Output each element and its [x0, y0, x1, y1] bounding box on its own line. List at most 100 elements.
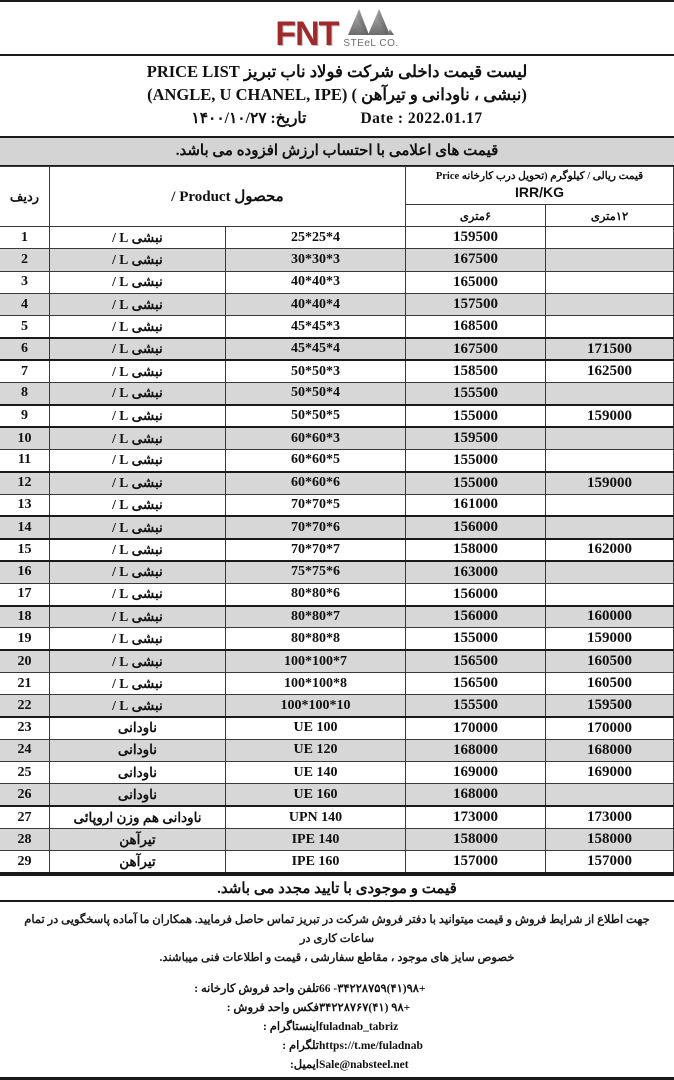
- cell-row-index: 7: [0, 359, 50, 384]
- cell-price-12m: 171500: [545, 336, 674, 362]
- contact-row: https://t.me/fuladnab تلگرام :: [187, 1038, 487, 1052]
- cell-row-index: 29: [0, 850, 50, 875]
- cell-row-index: 24: [0, 738, 50, 763]
- contact-value[interactable]: fuladnab_tabriz: [319, 1021, 399, 1034]
- header-sub-12m: ۱۲متری: [545, 204, 674, 227]
- cell-price-12m: [545, 248, 674, 272]
- cell-price-6m: 170000: [404, 716, 547, 740]
- date-en-label: Date :: [360, 110, 404, 127]
- cell-price-6m: 155500: [404, 382, 547, 406]
- cell-price-6m: 156000: [404, 604, 547, 629]
- cell-product-fa: تیرآهن: [119, 853, 156, 869]
- cell-price-6m: 159500: [404, 225, 547, 250]
- header-price-group: قیمت ریالی / کیلوگرم (تحویل درب کارخانه …: [404, 166, 674, 205]
- cell-product-en: / L: [112, 697, 129, 713]
- date-fa: تاریخ: ۱۴۰۰/۱۰/۲۷: [191, 107, 306, 131]
- cell-size: 40*40*3: [224, 270, 406, 294]
- cell-size: 50*50*5: [224, 403, 406, 429]
- cell-product-fa: نبشی: [131, 697, 163, 713]
- cell-product: نبشی / L: [48, 582, 226, 607]
- cell-product-en: / L: [112, 408, 129, 424]
- cell-product-en: / L: [112, 630, 129, 646]
- cell-product: ناودانی: [48, 738, 226, 763]
- cell-price-6m: 167500: [404, 336, 547, 362]
- cell-product: نبشی / L: [48, 493, 226, 518]
- cell-product: نبشی / L: [48, 248, 226, 272]
- cell-price-12m: [545, 560, 674, 584]
- cell-price-6m: 173000: [404, 805, 547, 830]
- cell-row-index: 5: [0, 315, 50, 339]
- cell-product: نبشی / L: [48, 315, 226, 339]
- table-row: 156000 80*80*6 نبشی / L 17: [0, 582, 674, 607]
- contact-value[interactable]: Sale@nabsteel.net: [319, 1059, 409, 1072]
- cell-size: 100*100*10: [224, 694, 406, 719]
- cell-row-index: 14: [0, 515, 50, 540]
- cell-product-en: / L: [112, 341, 129, 357]
- cell-price-6m: 163000: [404, 560, 547, 584]
- document-title-en: PRICE LIST: [146, 62, 240, 81]
- cell-price-12m: 159500: [545, 694, 674, 719]
- table-row: 160500 156500 100*100*8 نبشی / L 21: [0, 671, 674, 696]
- cell-row-index: 1: [0, 225, 50, 250]
- cell-product-fa: نبشی: [131, 363, 163, 379]
- cell-product-fa: نبشی: [131, 608, 163, 624]
- cell-price-12m: [545, 448, 674, 473]
- cell-product-en: / L: [112, 251, 129, 267]
- contact-value[interactable]: https://t.me/fuladnab: [319, 1040, 423, 1053]
- cell-row-index: 19: [0, 627, 50, 652]
- cell-product-en: / L: [112, 653, 129, 669]
- cell-size: 60*60*5: [224, 448, 406, 473]
- cell-product: نبشی / L: [48, 426, 226, 450]
- cell-row-index: 6: [0, 336, 50, 362]
- cell-row-index: 3: [0, 270, 50, 294]
- date-en-value: 2022.01.17: [407, 110, 483, 127]
- cell-product: نبشی / L: [48, 694, 226, 719]
- cell-product-fa: نبشی: [131, 653, 163, 669]
- cell-product-en: / L: [112, 675, 129, 691]
- cell-price-6m: 158000: [404, 828, 547, 852]
- cell-product-en: / L: [112, 541, 129, 557]
- document-title-fa: لیست قیمت داخلی شرکت فولاد ناب تبریز: [243, 62, 528, 81]
- company-logo: FNT: [275, 7, 398, 51]
- cell-size: 100*100*7: [224, 649, 406, 673]
- contact-list: 66 -۳۴۲۲۸۷۵۹(۴۱)۹۸+ تلفن واحد فروش کارخان…: [10, 981, 664, 1071]
- table-row: 159000 155000 80*80*8 نبشی / L 19: [0, 627, 674, 652]
- cell-row-index: 8: [0, 382, 50, 406]
- cell-product-fa: نبشی: [131, 519, 163, 535]
- cell-row-index: 10: [0, 426, 50, 450]
- cell-row-index: 21: [0, 671, 50, 696]
- cell-product-fa: ناودانی: [117, 786, 158, 802]
- mountain-m-icon: [348, 8, 395, 35]
- header-price-group-fa-text: قیمت ریالی / کیلوگرم (تحویل درب کارخانه: [461, 171, 644, 182]
- cell-product: نبشی / L: [48, 292, 226, 317]
- cell-size: 45*45*3: [224, 315, 406, 339]
- cell-size: 50*50*4: [224, 382, 406, 406]
- cell-product-fa: نبشی: [131, 229, 163, 245]
- cell-size: UE 100: [224, 716, 406, 740]
- contact-value[interactable]: ۳۴۲۲۸۷۶۷(۴۱) ۹۸+: [319, 1002, 411, 1015]
- cell-price-6m: 165000: [404, 270, 547, 294]
- table-row: 160500 156500 100*100*7 نبشی / L 20: [0, 649, 674, 673]
- contact-value[interactable]: 66 -۳۴۲۲۸۷۵۹(۴۱)۹۸+: [319, 983, 426, 996]
- cell-size: 60*60*6: [224, 470, 406, 495]
- cell-size: 50*50*3: [224, 359, 406, 384]
- cell-price-6m: 157000: [404, 850, 547, 875]
- contact-label: تلفن واحد فروش کارخانه :: [194, 983, 319, 996]
- header-index: ردیف: [0, 166, 50, 227]
- table-row: 156000 70*70*6 نبشی / L 14: [0, 515, 674, 540]
- cell-product-en: / L: [112, 363, 129, 379]
- header-sub-6m: ۶متری: [404, 204, 547, 227]
- cell-size: 70*70*5: [224, 493, 406, 518]
- cell-product-en: / L: [112, 430, 129, 446]
- cell-price-12m: 160000: [545, 604, 674, 629]
- cell-product-fa: نبشی: [131, 251, 163, 267]
- contact-label: فکس واحد فروش :: [226, 1002, 319, 1015]
- cell-product-en: / L: [112, 475, 129, 491]
- cell-size: 40*40*4: [224, 292, 406, 317]
- cell-product: نبشی / L: [48, 470, 226, 495]
- cell-product: ناودانی: [48, 761, 226, 785]
- cell-price-12m: 162500: [545, 359, 674, 384]
